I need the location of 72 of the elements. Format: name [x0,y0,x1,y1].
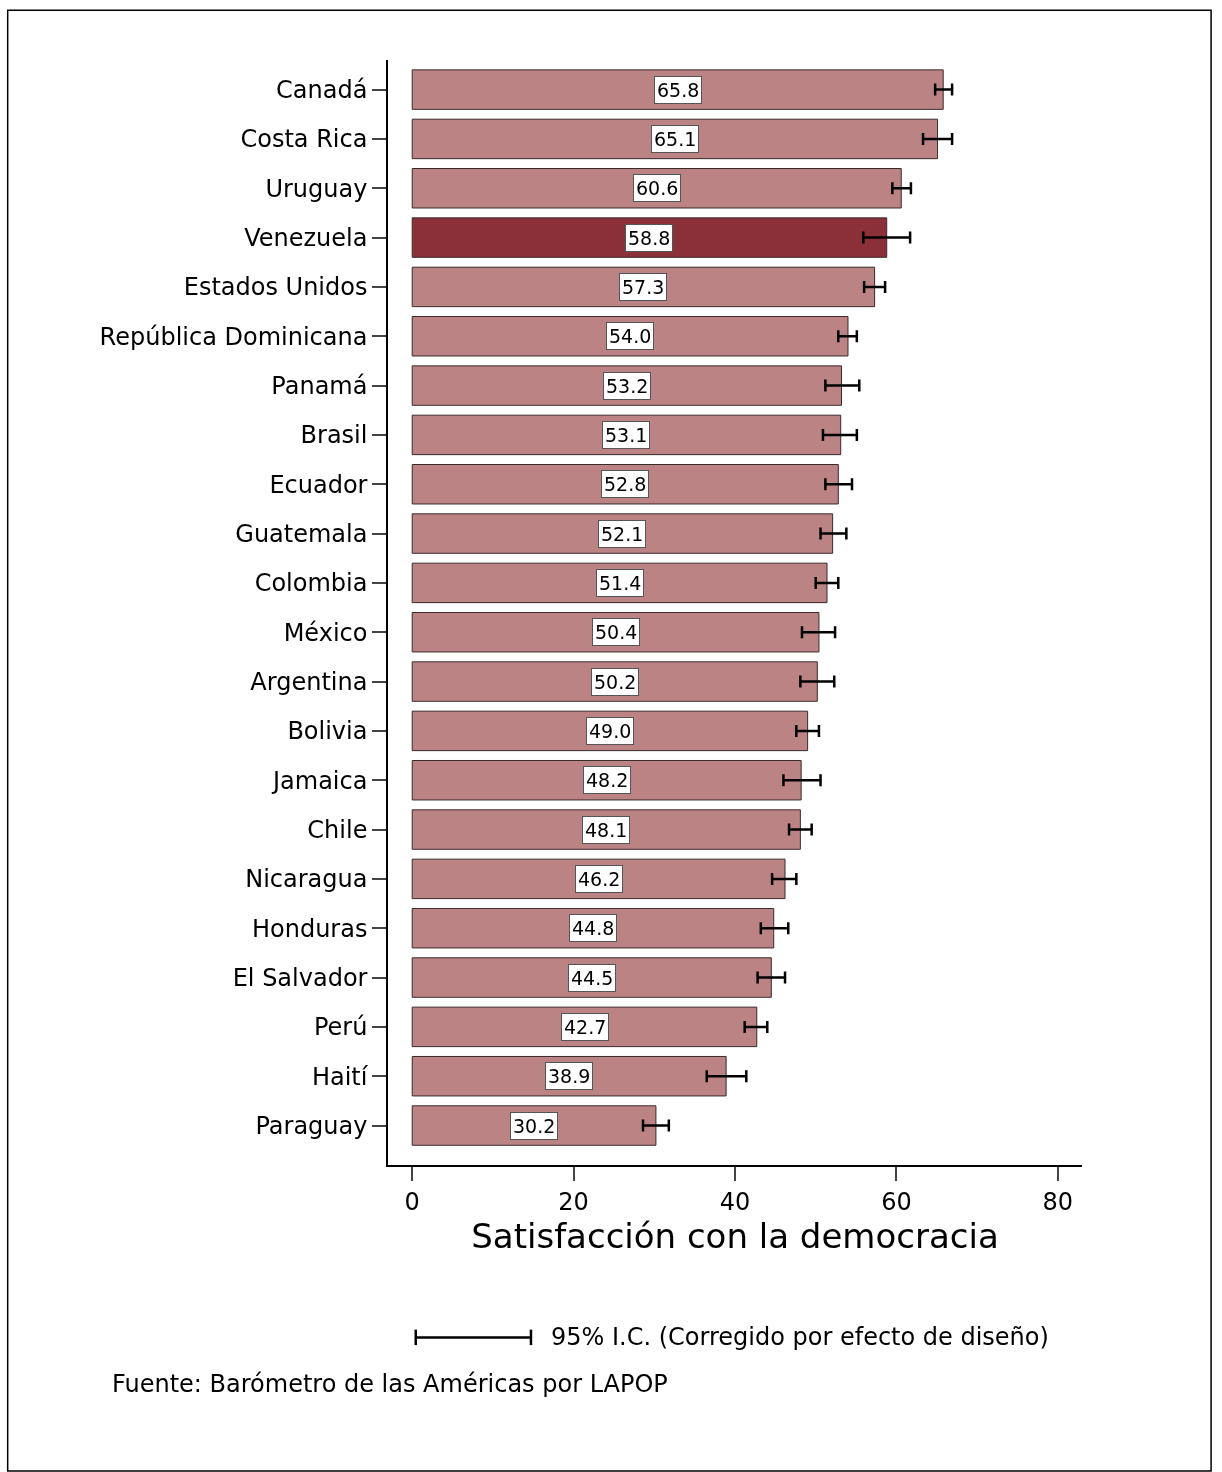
bar [411,809,801,850]
y-tick-label: Canadá [276,76,368,104]
x-tick-label: 80 [1042,1187,1074,1216]
data-label: 65.8 [657,79,700,101]
bar [411,217,888,258]
data-label: 65.1 [654,128,697,150]
y-tick-label: República Dominicana [99,322,368,351]
y-tick-label: Haití [311,1062,369,1091]
x-tick-label: 60 [881,1187,912,1216]
y-tick-label: Argentina [250,667,368,696]
bar [411,710,809,752]
data-label: 52.8 [604,473,647,495]
y-tick-label: Estados Unidos [183,273,368,302]
y-tick-label: Nicaragua [245,865,368,894]
bar [411,118,939,160]
data-label: 50.2 [594,671,637,693]
data-label: 46.2 [578,868,621,890]
data-label: 52.1 [601,523,644,545]
y-tick-label: El Salvador [232,963,368,992]
y-tick-label: Paraguay [255,1111,368,1140]
data-label: 48.2 [586,769,629,791]
y-tick-label: Brasil [300,421,368,450]
y-tick-label: Honduras [251,914,368,943]
data-label: 54.0 [609,325,652,347]
bar [411,69,944,110]
bar [411,266,876,308]
bar [411,907,775,949]
data-label: 50.4 [595,621,638,643]
x-axis-title: Satisfacción con la democracia [471,1215,999,1256]
bar [411,414,842,456]
bar [411,562,828,604]
y-tick-label: Jamaica [271,766,368,795]
y-tick-label: Bolivia [287,717,368,746]
y-tick-label: Uruguay [265,174,368,203]
y-tick-label: Ecuador [269,470,368,499]
data-label: 44.8 [572,917,615,939]
y-tick-label: Panamá [271,371,368,400]
x-tick-label: 0 [404,1187,420,1216]
x-tick-label: 20 [558,1187,589,1216]
data-label: 58.8 [628,227,671,249]
data-label: 57.3 [622,276,665,298]
data-label: 48.1 [585,819,628,841]
data-label: 44.5 [571,967,614,989]
bar [411,858,786,900]
bar [411,365,843,406]
y-tick-label: Venezuela [244,223,368,252]
x-tick-label: 40 [719,1187,751,1216]
bar [411,1006,758,1048]
y-tick-label: Chile [307,815,368,844]
bar [411,168,902,209]
y-tick-label: Guatemala [235,519,368,548]
data-label: 49.0 [589,720,632,742]
data-label: 53.1 [605,424,648,446]
bar [411,661,818,702]
data-label: 42.7 [564,1016,607,1038]
bar [411,612,820,653]
data-label: 51.4 [599,572,642,594]
y-tick-label: Colombia [254,569,368,598]
y-tick-label: Costa Rica [240,125,368,154]
bar [411,513,834,554]
data-label: 38.9 [548,1065,591,1087]
bar [411,1055,727,1097]
bar [411,464,839,505]
bar [411,316,849,357]
source-note: Fuente: Barómetro de las Américas por LAPOP [112,1370,668,1398]
data-label: 60.6 [636,177,679,199]
y-tick-label: México [283,618,368,647]
text: 95% I.C. (Corregido por efecto de diseño) [551,1323,1049,1351]
data-label: 30.2 [513,1115,556,1137]
bar [411,759,802,801]
data-label: 53.2 [606,375,649,397]
y-tick-label: Perú [313,1013,368,1042]
